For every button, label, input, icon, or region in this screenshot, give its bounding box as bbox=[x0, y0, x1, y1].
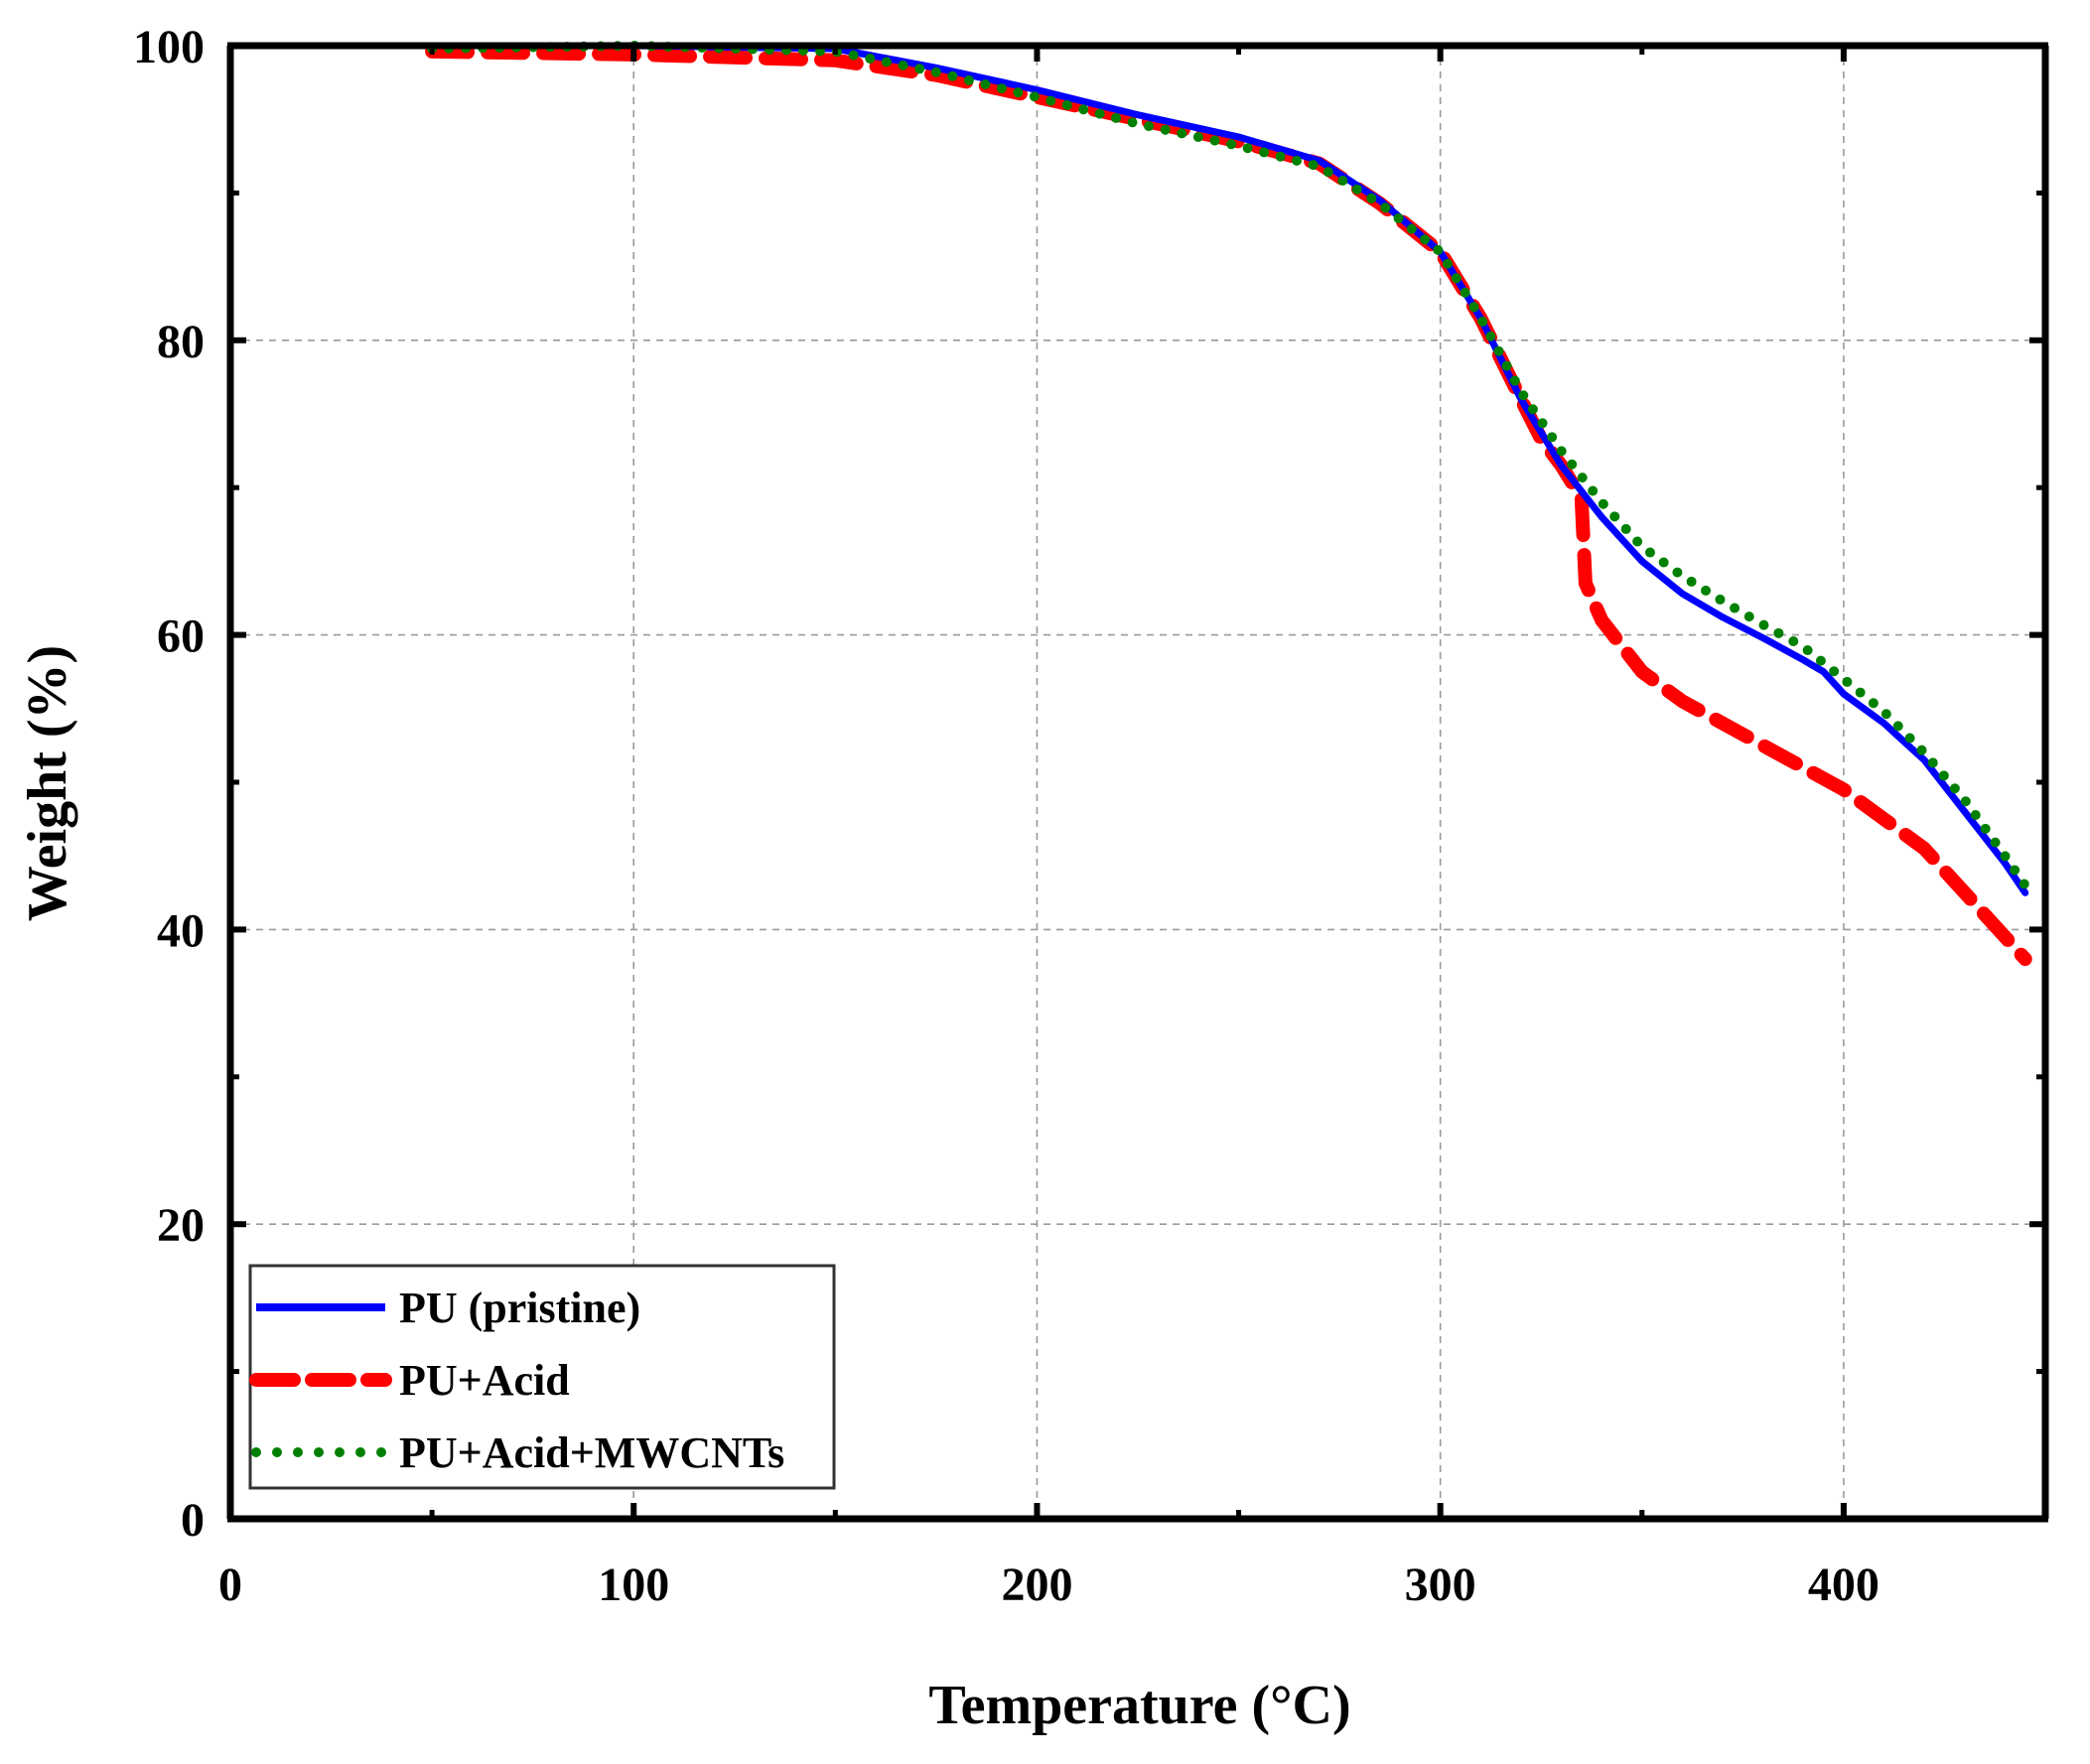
tick-labels: 0 100 200 300 400 0 20 40 60 80 100 bbox=[133, 21, 1880, 1611]
series-line-pu-pristine- bbox=[428, 42, 2029, 896]
x-tick-label: 200 bbox=[1001, 1559, 1072, 1611]
y-axis-title: Weight (%) bbox=[17, 645, 78, 921]
axes bbox=[226, 42, 2049, 1523]
y-tick-label: 100 bbox=[133, 21, 205, 73]
series-lines bbox=[425, 41, 2032, 967]
legend: PU (pristine) PU+Acid PU+Acid+MWCNTs bbox=[248, 1264, 836, 1490]
x-tick-label: 100 bbox=[598, 1559, 669, 1611]
y-tick-label: 20 bbox=[157, 1199, 205, 1252]
legend-label-pu-acid: PU+Acid bbox=[399, 1356, 570, 1405]
y-tick-label: 40 bbox=[157, 904, 205, 957]
legend-label-pu-pristine: PU (pristine) bbox=[399, 1284, 640, 1332]
x-tick-label: 300 bbox=[1405, 1559, 1476, 1611]
x-axis-title: Temperature (°C) bbox=[928, 1675, 1350, 1736]
legend-label-pu-acid-mwcnts: PU+Acid+MWCNTs bbox=[399, 1428, 784, 1477]
x-tick-label: 0 bbox=[218, 1559, 242, 1611]
series-line-pu-acid-mwcnts bbox=[427, 41, 2030, 890]
y-tick-label: 80 bbox=[157, 316, 205, 368]
series-line-pu-acid bbox=[425, 44, 2032, 967]
grid bbox=[230, 46, 2045, 1519]
y-tick-label: 60 bbox=[157, 611, 205, 663]
y-tick-label: 0 bbox=[181, 1494, 205, 1547]
x-tick-label: 400 bbox=[1808, 1559, 1880, 1611]
